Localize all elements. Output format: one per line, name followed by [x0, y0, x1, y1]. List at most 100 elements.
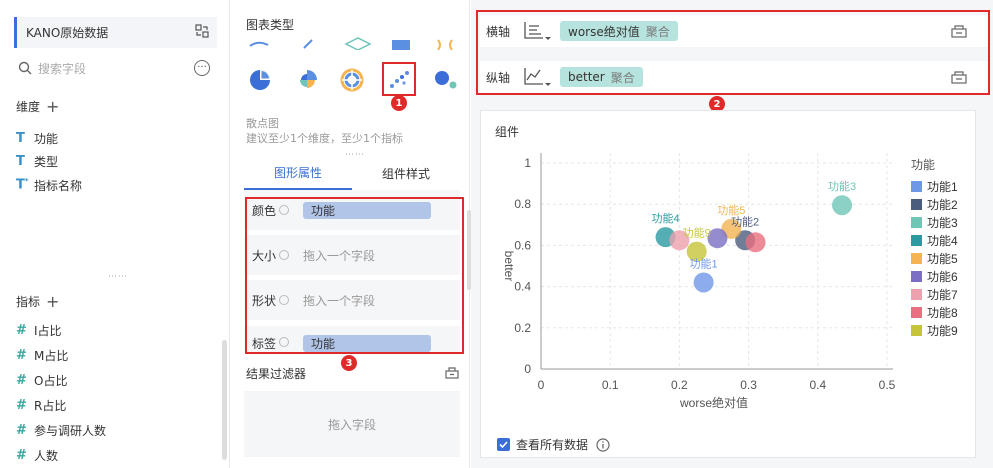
measure-label: O占比 [34, 373, 68, 388]
x-axis-row: 横轴 worse绝对值 聚合 [480, 15, 990, 47]
legend-swatch [911, 253, 922, 264]
data-label: 功能9 [683, 226, 711, 240]
legend-swatch [911, 181, 922, 192]
prop-size[interactable]: 大小 拖入一个字段 [244, 235, 460, 275]
dataset-name: KANO原始数据 [26, 26, 109, 40]
help-icon[interactable] [279, 205, 290, 215]
y-axis-row: 纵轴 better 聚合 [480, 61, 990, 93]
measure-item[interactable]: # O占比 [16, 370, 67, 390]
add-measure-icon[interactable]: + [46, 291, 60, 311]
search-input[interactable]: 搜索字段 [38, 61, 87, 76]
data-point [707, 228, 728, 249]
dimension-item[interactable]: T 功能 [16, 128, 58, 148]
multi-pie-chart-icon[interactable] [340, 68, 364, 92]
chart-type-row-partial [249, 37, 453, 50]
measure-item[interactable]: # M占比 [16, 345, 68, 365]
config-scrollbar[interactable] [467, 210, 471, 290]
x-axis-sort-icon[interactable] [522, 20, 552, 42]
search-icon [18, 61, 32, 75]
prop-label-field[interactable]: 标签 功能 [244, 326, 460, 352]
help-icon[interactable] [279, 250, 290, 260]
config-resize-handle[interactable]: ⋯⋯ [345, 150, 365, 160]
data-label: 功能1 [690, 256, 718, 270]
dimension-label: 功能 [34, 131, 59, 146]
number-field-icon: # [16, 397, 27, 413]
add-dimension-icon[interactable]: + [46, 96, 60, 116]
tab-graphic-properties[interactable]: 图形属性 [244, 157, 352, 190]
y-axis-title: better [502, 251, 516, 282]
properties-highlight [245, 197, 464, 354]
legend-swatch [911, 199, 922, 210]
text-field-icon: T [16, 153, 25, 169]
data-label: 功能3 [828, 179, 856, 193]
prop-color[interactable]: 颜色 功能 [244, 190, 460, 230]
chart-component[interactable]: 组件 0 0.1 0.2 0.3 0.4 0.5 0 0.2 0.4 0.6 0.8 1 worse绝对… [480, 110, 976, 458]
measure-item[interactable]: # 参与调研人数 [16, 420, 106, 440]
x-axis-field-pill[interactable]: worse绝对值 聚合 [560, 21, 678, 41]
label-field-pill[interactable]: 功能 [303, 335, 432, 352]
dimension-item[interactable]: T* 指标名称 [16, 175, 82, 195]
measures-title: 指标 [16, 295, 41, 309]
show-all-checkbox[interactable] [497, 438, 510, 451]
field-search[interactable]: 搜索字段 [18, 58, 188, 78]
legend-swatch [911, 307, 922, 318]
prop-label: 形状 [252, 293, 277, 308]
dataset-selector[interactable]: KANO原始数据 [14, 17, 217, 48]
color-field-pill[interactable]: 功能 [303, 201, 432, 219]
data-point [669, 230, 690, 251]
measure-item[interactable]: # R占比 [16, 395, 66, 415]
x-tick-label: 0.5 [879, 378, 896, 392]
scatter-chart-icon[interactable] [387, 68, 411, 92]
scatter-plot[interactable]: 0 0.1 0.2 0.3 0.4 0.5 0 0.2 0.4 0.6 0.8 1 worse绝对值 be… [481, 111, 977, 459]
y-axis-sort-icon[interactable] [522, 66, 552, 88]
measure-item[interactable]: # 人数 [16, 445, 58, 465]
field-panel: KANO原始数据 搜索字段 ··· 维度 + T 功能 T 类型 T* 指标名称 ⋯⋯… [0, 0, 230, 468]
x-tick-label: 0.2 [671, 378, 688, 392]
measure-label: M占比 [34, 348, 69, 363]
selected-chart-type-hint: 建议至少1个维度，至少1个指标 [246, 132, 403, 145]
size-drop-zone[interactable]: 拖入一个字段 [303, 248, 376, 263]
bar-chart-icon [392, 40, 410, 50]
component-title: 组件 [495, 125, 520, 139]
y-tick-label: 0.6 [514, 238, 531, 252]
x-axis-settings-icon[interactable] [951, 24, 967, 38]
x-field-agg: 聚合 [645, 24, 670, 39]
legend-label: 功能6 [927, 270, 958, 284]
filter-placeholder: 拖入字段 [327, 417, 376, 432]
info-icon[interactable] [596, 437, 610, 452]
number-field-icon: # [16, 322, 27, 338]
legend-label: 功能2 [927, 198, 958, 212]
filter-drop-zone[interactable]: 拖入字段 [244, 391, 460, 457]
more-options-icon[interactable]: ··· [194, 60, 210, 76]
legend-label: 功能9 [927, 324, 958, 338]
show-all-data[interactable]: 查看所有数据 [497, 436, 610, 453]
measure-label: 人数 [34, 448, 59, 463]
dimension-item[interactable]: T 类型 [16, 151, 58, 171]
legend-label: 功能8 [927, 306, 958, 320]
y-field-name: better [568, 70, 605, 84]
filter-settings-icon[interactable] [445, 366, 459, 379]
number-field-icon: # [16, 447, 27, 463]
legend-title: 功能 [911, 158, 935, 172]
measures-scrollbar[interactable] [222, 340, 227, 460]
shape-drop-zone[interactable]: 拖入一个字段 [303, 293, 376, 308]
y-tick-label: 1 [524, 156, 531, 170]
measure-item[interactable]: # I占比 [16, 320, 62, 340]
rose-chart-icon[interactable] [295, 68, 319, 92]
text-field-icon: T [16, 130, 25, 146]
annotation-badge-1: 1 [391, 95, 407, 111]
bubble-chart-icon[interactable] [433, 68, 457, 92]
x-tick-label: 0 [538, 378, 545, 392]
switch-dataset-icon[interactable] [195, 24, 209, 38]
prop-shape[interactable]: 形状 拖入一个字段 [244, 280, 460, 320]
pie-chart-icon[interactable] [248, 68, 272, 92]
measure-label: 参与调研人数 [34, 423, 107, 438]
y-axis-field-pill[interactable]: better 聚合 [560, 67, 643, 87]
help-icon[interactable] [279, 295, 290, 305]
legend-swatch [911, 325, 922, 336]
data-label: 功能4 [651, 211, 679, 225]
panel-resize-handle[interactable]: ⋯⋯ [108, 272, 128, 282]
help-icon[interactable] [279, 337, 290, 347]
tab-component-style[interactable]: 组件样式 [381, 167, 430, 181]
y-axis-settings-icon[interactable] [951, 70, 967, 84]
